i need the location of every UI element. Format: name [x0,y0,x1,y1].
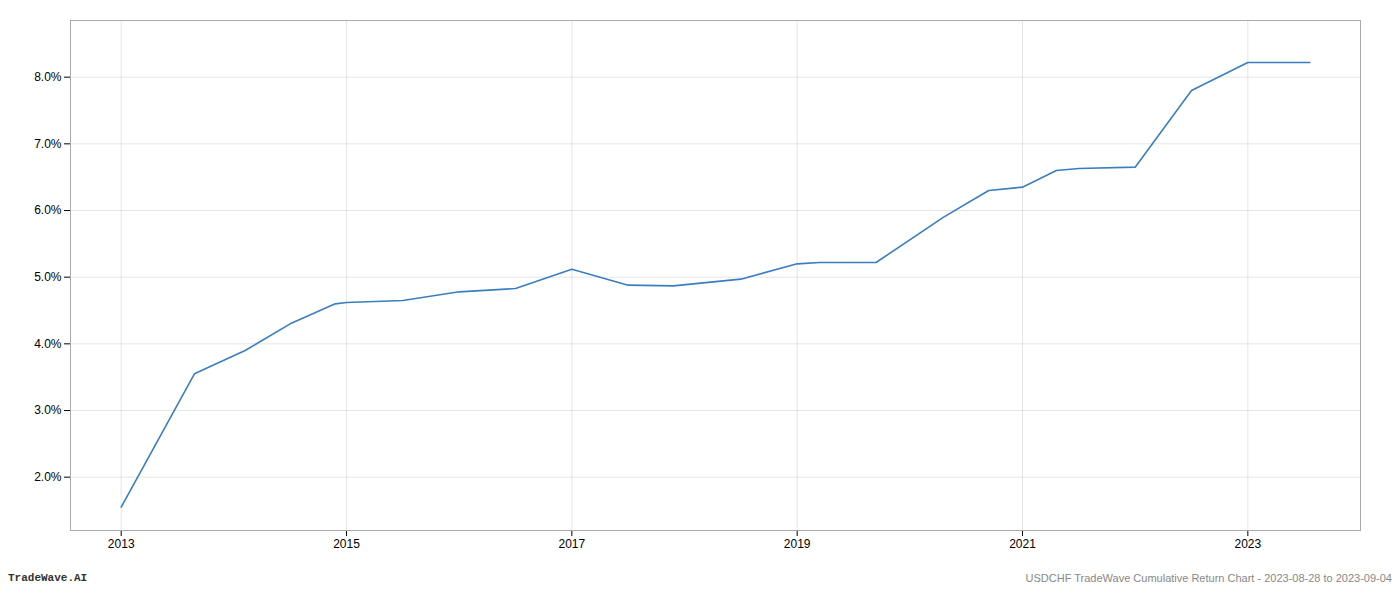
svg-text:2015: 2015 [333,537,360,551]
svg-text:2.0%: 2.0% [34,470,62,484]
svg-text:2023: 2023 [1234,537,1261,551]
svg-text:2013: 2013 [108,537,135,551]
svg-text:5.0%: 5.0% [34,270,62,284]
svg-text:6.0%: 6.0% [34,203,62,217]
html-text:USDCHF TradeWave Cumulative Re: USDCHF TradeWave Cumulative Return Chart… [1025,572,1392,584]
svg-text:2019: 2019 [784,537,811,551]
svg-text:7.0%: 7.0% [34,137,62,151]
svg-text:4.0%: 4.0% [34,337,62,351]
svg-text:2017: 2017 [559,537,586,551]
html-text:TradeWave.AI: TradeWave.AI [8,572,88,584]
svg-text:2021: 2021 [1009,537,1036,551]
svg-text:3.0%: 3.0% [34,403,62,417]
svg-text:8.0%: 8.0% [34,70,62,84]
